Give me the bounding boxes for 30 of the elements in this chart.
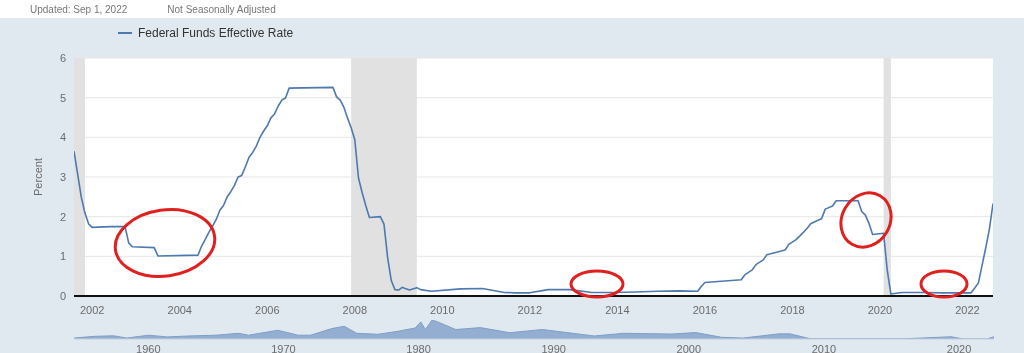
x-tick-label: 2022	[955, 303, 980, 316]
legend-label: Federal Funds Effective Rate	[138, 26, 294, 40]
x-tick-label: 2012	[517, 303, 543, 316]
x-tick-label: 2010	[811, 342, 837, 353]
y-tick-label: 1	[59, 250, 66, 263]
x-tick-label: 2000	[676, 342, 702, 353]
text: Updated: Sep 1, 2022	[30, 3, 128, 15]
y-tick-label: 4	[59, 131, 66, 144]
x-tick-label: 2016	[692, 303, 718, 316]
y-tick-label: 5	[59, 91, 66, 104]
x-tick-label: 1980	[406, 342, 431, 353]
x-tick-label: 2020	[946, 342, 972, 353]
x-tick-label: 2002	[79, 303, 105, 316]
y-tick-label: 3	[59, 170, 66, 183]
x-tick-label: 2018	[780, 303, 805, 316]
x-tick-label: 1990	[541, 342, 566, 353]
x-tick-label: 1970	[271, 342, 296, 353]
x-tick-label: 2020	[867, 303, 893, 316]
y-tick-label: 2	[59, 210, 66, 223]
x-tick-label: 2004	[167, 303, 192, 316]
x-tick-label: 2010	[430, 303, 455, 316]
text: Not Seasonally Adjusted	[167, 3, 276, 15]
y-tick-label: 6	[59, 51, 66, 64]
x-tick-label: 2014	[605, 303, 630, 316]
line-series	[74, 86, 993, 295]
x-tick-label: 2008	[342, 303, 368, 316]
y-axis-title: Percent	[31, 158, 44, 196]
x-tick-label: 1960	[136, 342, 161, 353]
y-tick-label: 0	[59, 289, 66, 302]
x-tick-label: 2006	[255, 303, 280, 316]
